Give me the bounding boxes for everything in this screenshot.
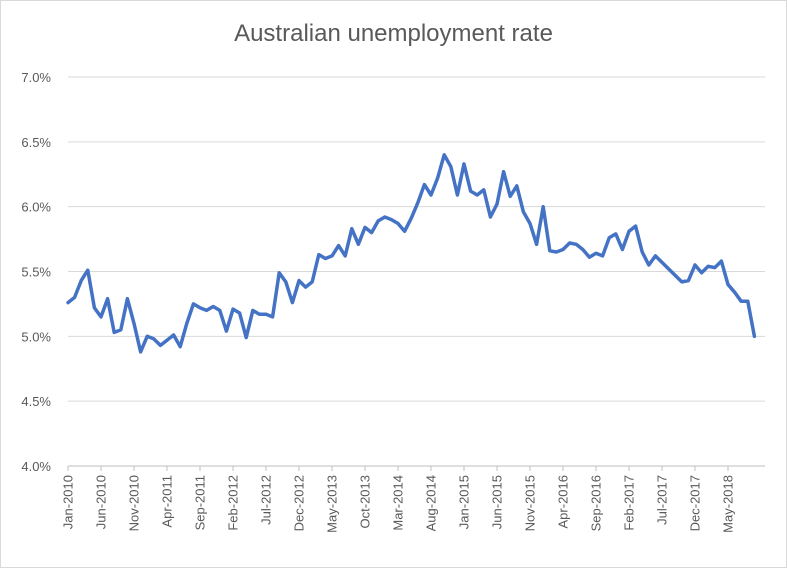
x-tick-label: Jan-2015	[457, 475, 472, 529]
x-tick-label: Jul-2012	[259, 475, 274, 525]
x-tick-label: Apr-2016	[556, 475, 571, 528]
gridlines	[68, 76, 765, 402]
y-tick-label: 6.0%	[21, 200, 51, 215]
y-tick-label: 4.0%	[21, 459, 51, 474]
x-tick-label: Nov-2010	[127, 475, 142, 531]
x-tick-label: Jun-2010	[94, 475, 109, 529]
y-tick-label: 7.0%	[21, 70, 51, 85]
y-tick-label: 6.5%	[21, 135, 51, 150]
x-tick-label: Apr-2011	[160, 475, 175, 528]
x-tick-label: Sep-2011	[193, 475, 208, 530]
x-tick-label: Aug-2014	[424, 475, 439, 531]
chart-title: Australian unemployment rate	[234, 20, 553, 47]
x-tick-label: Dec-2017	[688, 475, 703, 531]
y-tick-label: 4.5%	[21, 394, 51, 409]
series-line	[66, 153, 757, 354]
x-tick-label: Mar-2014	[391, 475, 406, 531]
x-tick-label: Jan-2010	[61, 475, 76, 529]
x-tick-label: Jun-2015	[490, 475, 505, 529]
series-layer	[66, 153, 757, 354]
x-tick-label: May-2013	[325, 475, 340, 533]
x-tick-label: Sep-2016	[589, 475, 604, 531]
x-axis-tick-labels: Jan-2010 Jun-2010 Nov-2010 Apr-2011 Sep-2011…	[61, 466, 736, 533]
y-axis-tick-labels: 4.0% 4.5% 5.0% 5.5% 6.0% 6.5% 7.0%	[21, 70, 51, 474]
x-tick-label: Dec-2012	[292, 475, 307, 531]
x-tick-label: Oct-2013	[358, 475, 373, 528]
x-tick-label: Jul-2017	[655, 475, 670, 525]
x-tick-label: Nov-2015	[523, 475, 538, 531]
x-tick-label: Feb-2017	[622, 475, 637, 531]
y-tick-label: 5.5%	[21, 265, 51, 280]
x-tick-label: May-2018	[721, 475, 736, 533]
y-tick-label: 5.0%	[21, 329, 51, 344]
x-tick-label: Feb-2012	[226, 475, 241, 531]
